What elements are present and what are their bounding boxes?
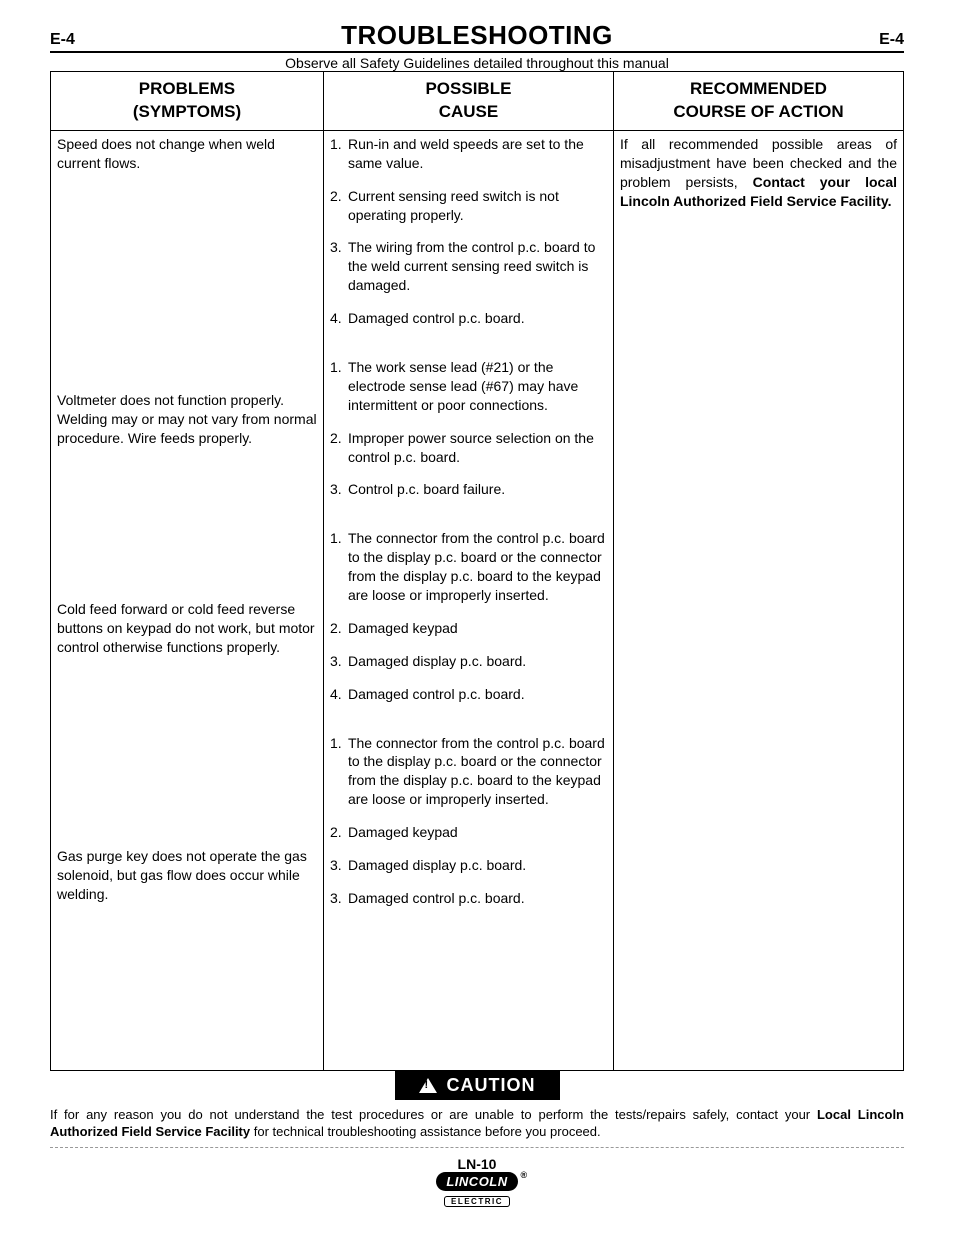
col-header-cause: POSSIBLE CAUSE bbox=[323, 72, 613, 131]
footer-post: for technical troubleshooting assistance… bbox=[250, 1124, 601, 1139]
logo-block: LN-10 LINCOLN ELECTRIC bbox=[50, 1156, 904, 1209]
cause-number: 3. bbox=[330, 238, 348, 295]
warning-triangle-icon bbox=[419, 1078, 437, 1093]
problem-text: Gas purge key does not operate the gas s… bbox=[57, 847, 317, 1066]
cause-number: 1. bbox=[330, 529, 348, 605]
cause-list: 1.The connector from the control p.c. bo… bbox=[330, 734, 607, 908]
footer-note: If for any reason you do not understand … bbox=[50, 1106, 904, 1148]
cause-text: The connector from the control p.c. boar… bbox=[348, 734, 607, 810]
caution-wrap: CAUTION bbox=[50, 1071, 904, 1100]
cause-text: Current sensing reed switch is not opera… bbox=[348, 187, 607, 225]
cause-item: 3.The wiring from the control p.c. board… bbox=[330, 238, 607, 295]
cause-text: Control p.c. board failure. bbox=[348, 480, 607, 499]
problem-text: Speed does not change when weld current … bbox=[57, 135, 317, 363]
problems-cell: Speed does not change when weld current … bbox=[51, 130, 324, 1070]
cause-number: 3. bbox=[330, 652, 348, 671]
cause-number: 4. bbox=[330, 309, 348, 328]
page-title: TROUBLESHOOTING bbox=[341, 20, 613, 51]
cause-number: 2. bbox=[330, 619, 348, 638]
safety-note: Observe all Safety Guidelines detailed t… bbox=[50, 55, 904, 71]
cause-list: 1.The connector from the control p.c. bo… bbox=[330, 529, 607, 703]
cause-text: Damaged keypad bbox=[348, 619, 607, 638]
cause-text: Damaged control p.c. board. bbox=[348, 685, 607, 704]
causes-cell: 1.Run-in and weld speeds are set to the … bbox=[323, 130, 613, 1070]
cause-item: 4.Damaged control p.c. board. bbox=[330, 685, 607, 704]
cause-number: 1. bbox=[330, 135, 348, 173]
cause-number: 2. bbox=[330, 429, 348, 467]
page-code-left: E-4 bbox=[50, 31, 75, 49]
cause-item: 3.Control p.c. board failure. bbox=[330, 480, 607, 499]
model-number: LN-10 bbox=[50, 1156, 904, 1172]
col-header-action: RECOMMENDED COURSE OF ACTION bbox=[613, 72, 903, 131]
page-code-right: E-4 bbox=[879, 31, 904, 49]
cause-number: 4. bbox=[330, 685, 348, 704]
cause-text: Damaged control p.c. board. bbox=[348, 309, 607, 328]
footer-pre: If for any reason you do not understand … bbox=[50, 1107, 817, 1122]
page-header: E-4 TROUBLESHOOTING E-4 bbox=[50, 20, 904, 53]
cause-item: 1.The connector from the control p.c. bo… bbox=[330, 734, 607, 810]
cause-item: 2.Improper power source selection on the… bbox=[330, 429, 607, 467]
cause-text: Run-in and weld speeds are set to the sa… bbox=[348, 135, 607, 173]
cause-text: Improper power source selection on the c… bbox=[348, 429, 607, 467]
cause-item: 1.Run-in and weld speeds are set to the … bbox=[330, 135, 607, 173]
cause-text: The work sense lead (#21) or the electro… bbox=[348, 358, 607, 415]
cause-number: 1. bbox=[330, 358, 348, 415]
caution-label: CAUTION bbox=[447, 1075, 536, 1096]
cause-text: Damaged display p.c. board. bbox=[348, 652, 607, 671]
cause-item: 1.The work sense lead (#21) or the elect… bbox=[330, 358, 607, 415]
cause-item: 3.Damaged display p.c. board. bbox=[330, 856, 607, 875]
cause-item: 2.Damaged keypad bbox=[330, 823, 607, 842]
cause-item: 2.Damaged keypad bbox=[330, 619, 607, 638]
cause-number: 2. bbox=[330, 823, 348, 842]
col-header-problems: PROBLEMS (SYMPTOMS) bbox=[51, 72, 324, 131]
lincoln-logo: LINCOLN bbox=[436, 1172, 517, 1191]
cause-number: 2. bbox=[330, 187, 348, 225]
problem-text: Cold feed forward or cold feed reverse b… bbox=[57, 600, 317, 819]
cause-text: The wiring from the control p.c. board t… bbox=[348, 238, 607, 295]
cause-number: 1. bbox=[330, 734, 348, 810]
action-cell: If all recommended possible areas of mis… bbox=[613, 130, 903, 1070]
electric-sublabel: ELECTRIC bbox=[444, 1196, 510, 1207]
problem-text: Voltmeter does not function properly. We… bbox=[57, 391, 317, 572]
cause-text: The connector from the control p.c. boar… bbox=[348, 529, 607, 605]
cause-number: 3. bbox=[330, 480, 348, 499]
cause-text: Damaged keypad bbox=[348, 823, 607, 842]
caution-badge: CAUTION bbox=[395, 1071, 560, 1100]
cause-list: 1.The work sense lead (#21) or the elect… bbox=[330, 358, 607, 499]
cause-item: 3.Damaged control p.c. board. bbox=[330, 889, 607, 908]
cause-item: 4.Damaged control p.c. board. bbox=[330, 309, 607, 328]
troubleshooting-table: PROBLEMS (SYMPTOMS) POSSIBLE CAUSE RECOM… bbox=[50, 71, 904, 1071]
cause-number: 3. bbox=[330, 856, 348, 875]
cause-item: 3.Damaged display p.c. board. bbox=[330, 652, 607, 671]
cause-text: Damaged display p.c. board. bbox=[348, 856, 607, 875]
cause-number: 3. bbox=[330, 889, 348, 908]
cause-item: 1.The connector from the control p.c. bo… bbox=[330, 529, 607, 605]
cause-item: 2.Current sensing reed switch is not ope… bbox=[330, 187, 607, 225]
cause-text: Damaged control p.c. board. bbox=[348, 889, 607, 908]
cause-list: 1.Run-in and weld speeds are set to the … bbox=[330, 135, 607, 328]
